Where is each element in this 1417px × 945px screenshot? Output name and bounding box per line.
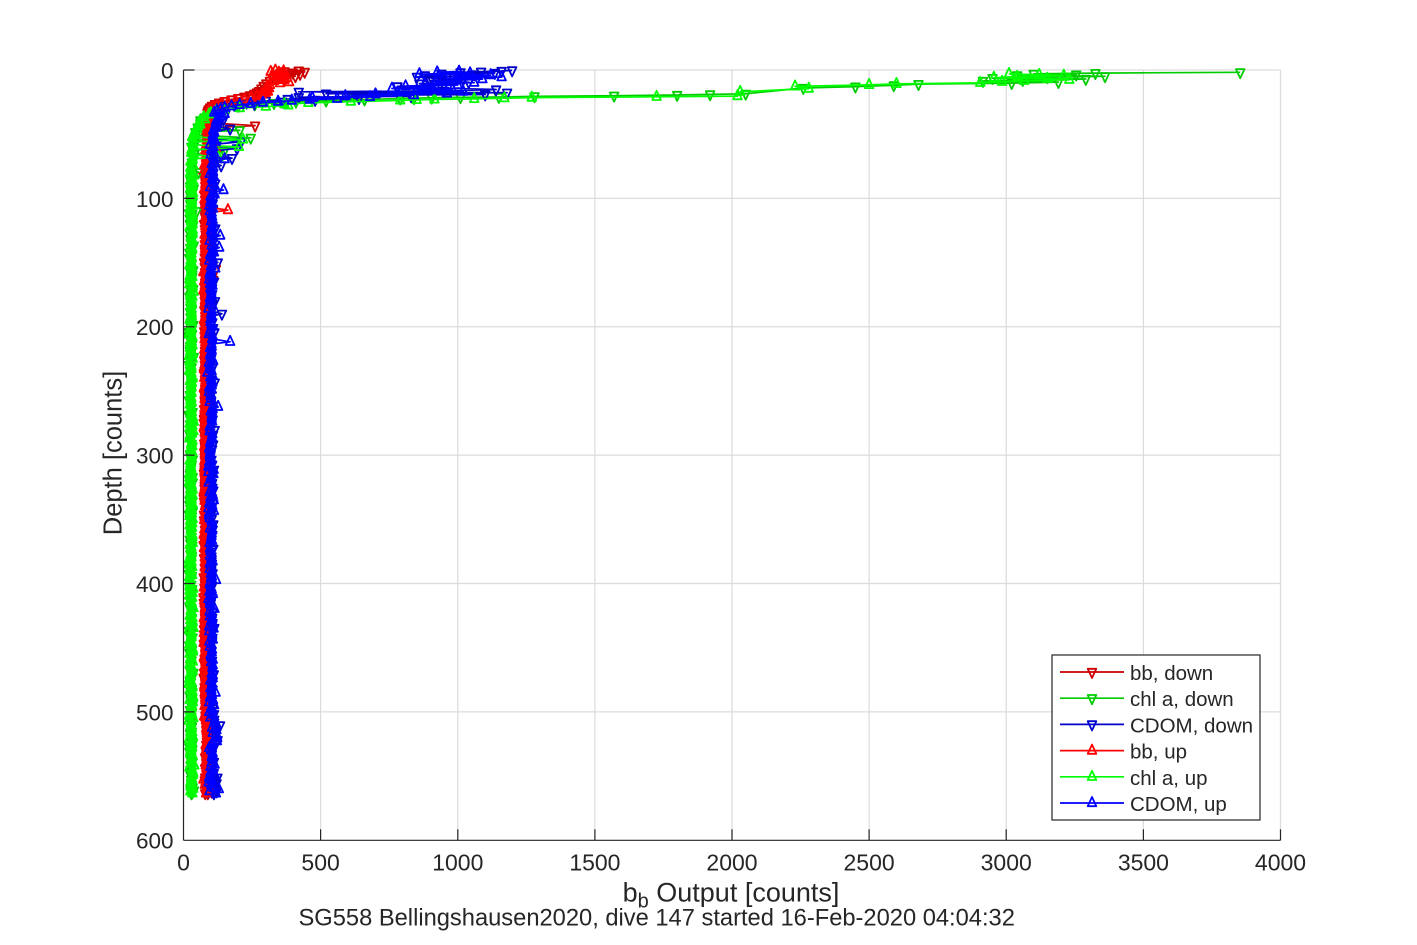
svg-text:2000: 2000 [706,850,757,876]
svg-text:300: 300 [136,444,174,469]
svg-text:bb, up: bb, up [1130,741,1187,764]
svg-text:CDOM, up: CDOM, up [1130,793,1227,816]
svg-text:SG558 Bellingshausen2020, dive: SG558 Bellingshausen2020, dive 147 start… [299,906,1015,932]
svg-text:2500: 2500 [844,850,895,876]
svg-text:0: 0 [177,850,190,876]
svg-text:Depth [counts]: Depth [counts] [100,371,128,535]
svg-text:chl a, up: chl a, up [1130,767,1208,790]
svg-text:4000: 4000 [1255,850,1306,876]
svg-text:bb Output [counts]: bb Output [counts] [623,878,840,913]
svg-text:3000: 3000 [981,850,1032,876]
svg-text:1000: 1000 [432,850,483,876]
svg-text:chl a, down: chl a, down [1130,688,1234,711]
svg-text:200: 200 [136,315,174,340]
svg-text:1500: 1500 [569,850,620,876]
svg-text:400: 400 [136,572,174,597]
svg-text:3500: 3500 [1118,850,1169,876]
svg-text:600: 600 [136,829,174,854]
svg-text:500: 500 [136,700,174,725]
svg-text:0: 0 [161,58,174,83]
svg-text:CDOM, down: CDOM, down [1130,714,1253,737]
svg-text:500: 500 [301,850,339,876]
svg-text:bb, down: bb, down [1130,662,1213,685]
svg-text:100: 100 [136,187,174,212]
